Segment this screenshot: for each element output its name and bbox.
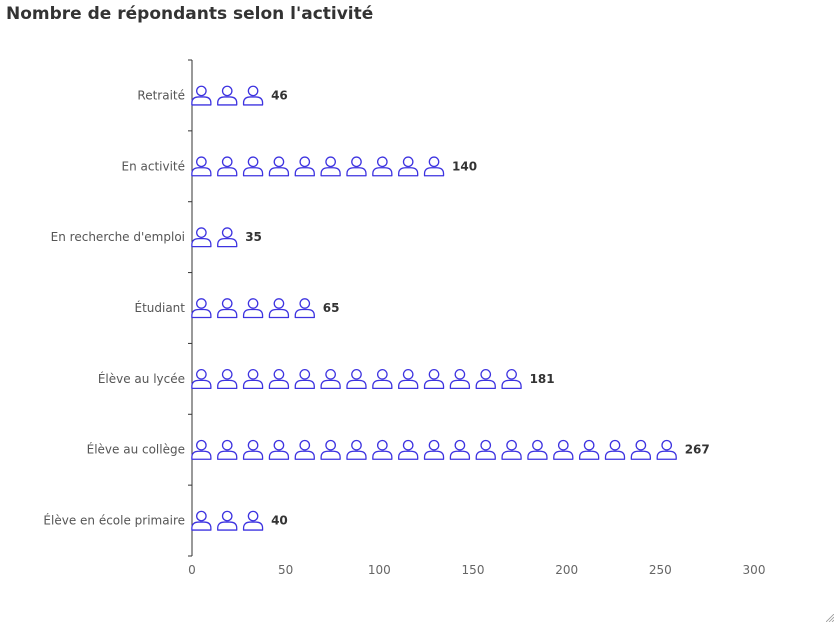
person-outline-icon — [501, 439, 522, 460]
category-label: Élève en école primaire — [43, 513, 185, 528]
value-label: 181 — [530, 372, 555, 386]
resize-handle-icon[interactable] — [826, 614, 834, 622]
person-outline-icon — [527, 439, 548, 460]
person-outline-icon — [242, 369, 264, 390]
person-outline-icon — [578, 439, 600, 460]
person-outline-icon — [501, 369, 522, 390]
person-outline-icon — [294, 439, 315, 460]
person-outline-icon — [423, 156, 445, 177]
x-tick-label: 300 — [743, 563, 766, 577]
person-outline-icon — [268, 439, 290, 460]
person-outline-icon — [320, 156, 341, 177]
person-outline-icon — [191, 156, 212, 177]
person-outline-icon — [372, 439, 393, 460]
person-outline-icon — [191, 439, 212, 460]
x-tick-label: 250 — [649, 563, 672, 577]
person-outline-icon — [346, 369, 367, 390]
category-label: Étudiant — [134, 300, 185, 315]
person-outline-icon — [346, 439, 367, 460]
person-outline-icon — [268, 156, 290, 177]
person-outline-icon — [449, 439, 471, 460]
person-outline-icon — [217, 510, 238, 531]
person-outline-icon — [423, 369, 445, 390]
x-tick-label: 150 — [462, 563, 485, 577]
person-outline-icon — [242, 298, 264, 319]
person-outline-icon — [449, 369, 471, 390]
value-label: 267 — [685, 443, 710, 457]
chart-row: Étudiant 65 — [134, 298, 340, 319]
person-outline-icon — [242, 510, 264, 531]
person-outline-icon — [475, 369, 496, 390]
person-outline-icon — [398, 369, 419, 390]
category-label: En activité — [121, 159, 185, 173]
person-outline-icon — [217, 369, 238, 390]
person-outline-icon — [191, 227, 212, 248]
person-outline-icon — [320, 439, 341, 460]
person-outline-icon — [268, 369, 290, 390]
category-label: Élève au lycée — [98, 371, 185, 386]
person-outline-icon — [217, 85, 238, 106]
person-outline-icon — [346, 156, 367, 177]
chart-rows: Retraité 46 En activité 140 En recherche d'e… — [43, 85, 710, 531]
person-outline-icon — [242, 156, 264, 177]
person-outline-icon — [656, 439, 677, 460]
person-outline-icon — [604, 439, 626, 460]
chart-row: Élève au collège 267 — [87, 439, 710, 460]
person-outline-icon — [217, 156, 238, 177]
person-outline-icon — [423, 439, 445, 460]
person-outline-icon — [294, 298, 315, 319]
x-tick-label: 0 — [188, 563, 196, 577]
person-outline-icon — [268, 298, 290, 319]
person-outline-icon — [217, 227, 238, 248]
chart-row: En recherche d'emploi 35 — [51, 227, 262, 248]
person-outline-icon — [242, 85, 264, 106]
value-label: 65 — [323, 301, 340, 315]
person-outline-icon — [372, 156, 393, 177]
person-outline-icon — [630, 439, 652, 460]
chart-row: En activité 140 — [121, 156, 477, 177]
person-outline-icon — [372, 369, 393, 390]
category-label: Élève au collège — [87, 442, 185, 457]
x-tick-label: 200 — [555, 563, 578, 577]
person-outline-icon — [217, 298, 238, 319]
x-tick-label: 50 — [278, 563, 293, 577]
person-outline-icon — [398, 156, 419, 177]
value-label: 140 — [452, 159, 477, 173]
value-label: 46 — [271, 88, 288, 102]
person-outline-icon — [294, 156, 315, 177]
chart-title: Nombre de répondants selon l'activité — [6, 4, 374, 24]
value-label: 40 — [271, 514, 288, 528]
person-outline-icon — [191, 369, 212, 390]
y-axis — [188, 59, 193, 557]
person-outline-icon — [191, 85, 212, 106]
person-outline-icon — [475, 439, 496, 460]
category-label: En recherche d'emploi — [51, 230, 185, 244]
chart-row: Élève en école primaire 40 — [43, 510, 288, 531]
person-outline-icon — [398, 439, 419, 460]
category-label: Retraité — [137, 88, 185, 102]
person-outline-icon — [320, 369, 341, 390]
person-outline-icon — [294, 369, 315, 390]
person-outline-icon — [191, 298, 212, 319]
chart-row: Retraité 46 — [137, 85, 288, 106]
x-axis: 0 50 100 150 200 250 300 — [188, 563, 765, 577]
x-tick-label: 100 — [368, 563, 391, 577]
person-outline-icon — [242, 439, 264, 460]
person-outline-icon — [191, 510, 212, 531]
person-outline-icon — [553, 439, 574, 460]
value-label: 35 — [245, 230, 262, 244]
chart-row: Élève au lycée 181 — [98, 369, 555, 390]
person-outline-icon — [217, 439, 238, 460]
